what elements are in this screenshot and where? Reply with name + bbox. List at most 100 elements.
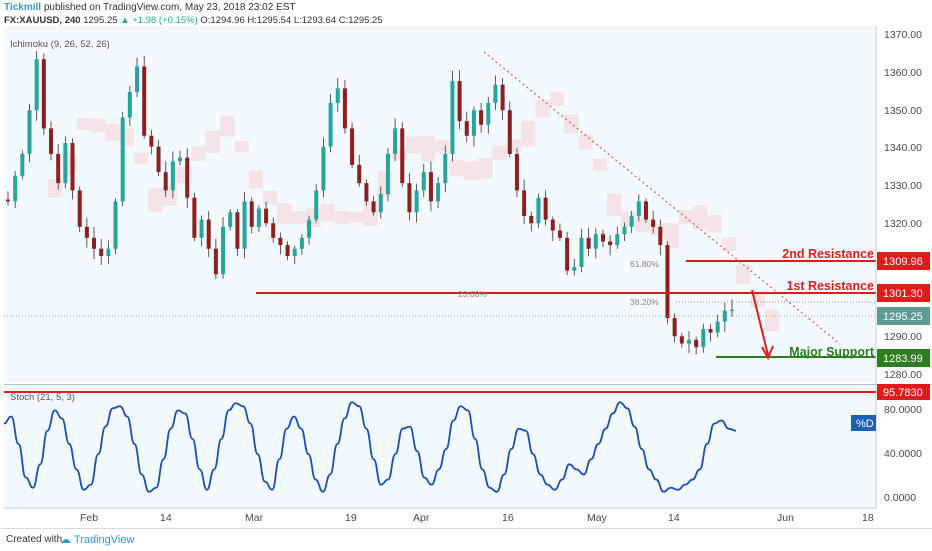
candle bbox=[600, 234, 605, 242]
candle bbox=[378, 194, 383, 213]
current-price-value: 1295.25 bbox=[883, 311, 923, 323]
candle bbox=[414, 190, 419, 213]
candle bbox=[106, 248, 111, 257]
candle bbox=[299, 237, 304, 249]
created-with-label: Created with bbox=[6, 534, 63, 545]
cloud-segment bbox=[220, 115, 235, 137]
price-change: ▲ +1.98 (+0.15%) bbox=[120, 15, 198, 26]
x-tick: 14 bbox=[160, 512, 172, 524]
first-resistance-value: 1301.30 bbox=[883, 288, 923, 300]
candle bbox=[156, 146, 161, 173]
main-pane-bg bbox=[4, 26, 876, 383]
cloud-segment bbox=[478, 158, 493, 179]
cloud-segment bbox=[392, 147, 407, 160]
second-resistance-label: 2nd Resistance bbox=[782, 247, 874, 261]
price-axis[interactable]: 1370.00 1360.00 1350.00 1340.00 1330.00 … bbox=[884, 29, 922, 381]
candle bbox=[34, 59, 39, 111]
candle bbox=[500, 84, 505, 111]
candle bbox=[228, 212, 233, 227]
candle bbox=[342, 88, 347, 129]
y-tick: 1280.00 bbox=[884, 369, 922, 381]
cloud-segment bbox=[449, 159, 464, 177]
candle bbox=[522, 190, 527, 216]
cloud-segment bbox=[263, 190, 278, 205]
candle bbox=[421, 172, 426, 191]
cloud-segment bbox=[205, 130, 221, 153]
candle bbox=[113, 201, 118, 249]
candle bbox=[443, 153, 448, 184]
candle bbox=[543, 197, 548, 220]
cloud-segment bbox=[148, 187, 163, 213]
y-tick: 1340.00 bbox=[884, 142, 922, 154]
candle bbox=[643, 201, 648, 220]
symbol-label[interactable]: FX:XAUUSD, 240 bbox=[4, 15, 81, 26]
cloud-segment bbox=[707, 215, 722, 233]
cloud-segment bbox=[291, 211, 307, 224]
candle bbox=[371, 201, 376, 213]
candle bbox=[629, 215, 634, 227]
candle bbox=[479, 110, 484, 125]
candle bbox=[536, 197, 541, 224]
candle bbox=[120, 117, 125, 202]
tradingview-logo-text: TradingView bbox=[73, 534, 135, 546]
x-tick: 18 bbox=[862, 512, 874, 524]
candle bbox=[56, 153, 61, 184]
stoch-label[interactable]: Stoch (21, 5, 3) bbox=[10, 392, 75, 403]
candle bbox=[493, 84, 498, 103]
candle bbox=[278, 237, 283, 246]
tradingview-logo[interactable]: ☁ TradingView bbox=[60, 533, 134, 546]
major-support-label: Major Support bbox=[789, 345, 875, 359]
major-support-tag bbox=[877, 349, 930, 367]
stoch-axis[interactable]: 80.0000 40.0000 0.0000 bbox=[884, 404, 922, 504]
fib-618-label: 61.80% bbox=[630, 259, 659, 269]
candle bbox=[163, 172, 168, 191]
time-axis[interactable]: Feb 14 Mar 19 Apr 16 May 14 Jun 18 bbox=[80, 512, 874, 524]
candles-group bbox=[6, 51, 734, 355]
candle bbox=[256, 208, 261, 227]
cloud-segment bbox=[621, 211, 636, 228]
candle bbox=[178, 157, 183, 162]
cloud-segment bbox=[578, 134, 593, 150]
arrow-head-icon bbox=[761, 345, 774, 361]
stoch-tick: 80.0000 bbox=[884, 404, 922, 416]
candle bbox=[550, 219, 555, 231]
candle bbox=[486, 102, 491, 125]
cloud-segment bbox=[234, 140, 249, 153]
y-tick: 1370.00 bbox=[884, 29, 922, 41]
candle bbox=[457, 81, 462, 122]
last-price: 1295.25 bbox=[83, 15, 118, 26]
candle bbox=[586, 237, 591, 249]
cloud-segment bbox=[535, 100, 550, 118]
ichimoku-label[interactable]: Ichimoku (9, 26, 52, 26) bbox=[10, 39, 110, 50]
candle bbox=[192, 197, 197, 238]
cloud-segment bbox=[492, 145, 507, 160]
cloud-segment bbox=[248, 170, 264, 189]
candle bbox=[70, 143, 75, 191]
pct-d-legend-label: %D bbox=[856, 418, 874, 430]
x-tick: Mar bbox=[245, 512, 264, 524]
cloud-segment bbox=[549, 91, 565, 106]
brand-name[interactable]: Tickmill bbox=[4, 2, 42, 13]
candle bbox=[127, 91, 132, 118]
cloud-segment bbox=[134, 152, 149, 164]
cloud-segment bbox=[420, 136, 436, 162]
cloud-segment bbox=[721, 237, 737, 252]
cloud-segment bbox=[521, 120, 536, 147]
candle bbox=[665, 245, 670, 319]
candle bbox=[84, 226, 89, 238]
candle bbox=[99, 248, 104, 257]
candle bbox=[149, 135, 154, 147]
trendline[interactable] bbox=[483, 51, 841, 345]
chart-canvas[interactable]: 61.80% 23.60% 38.20% 2nd Resistance 1st … bbox=[0, 26, 932, 528]
candle bbox=[206, 219, 211, 249]
ohlc-values: O:1294.96 H:1295.54 L:1293.64 C:1295.25 bbox=[200, 15, 383, 26]
candle bbox=[436, 183, 441, 202]
candle bbox=[92, 237, 97, 249]
candle bbox=[328, 102, 333, 147]
candle bbox=[507, 110, 512, 154]
candle bbox=[41, 59, 46, 129]
cloud-segment bbox=[320, 203, 335, 222]
stoch-tick: 40.0000 bbox=[884, 448, 922, 460]
candle bbox=[264, 208, 269, 224]
cloud-segment bbox=[76, 118, 92, 131]
